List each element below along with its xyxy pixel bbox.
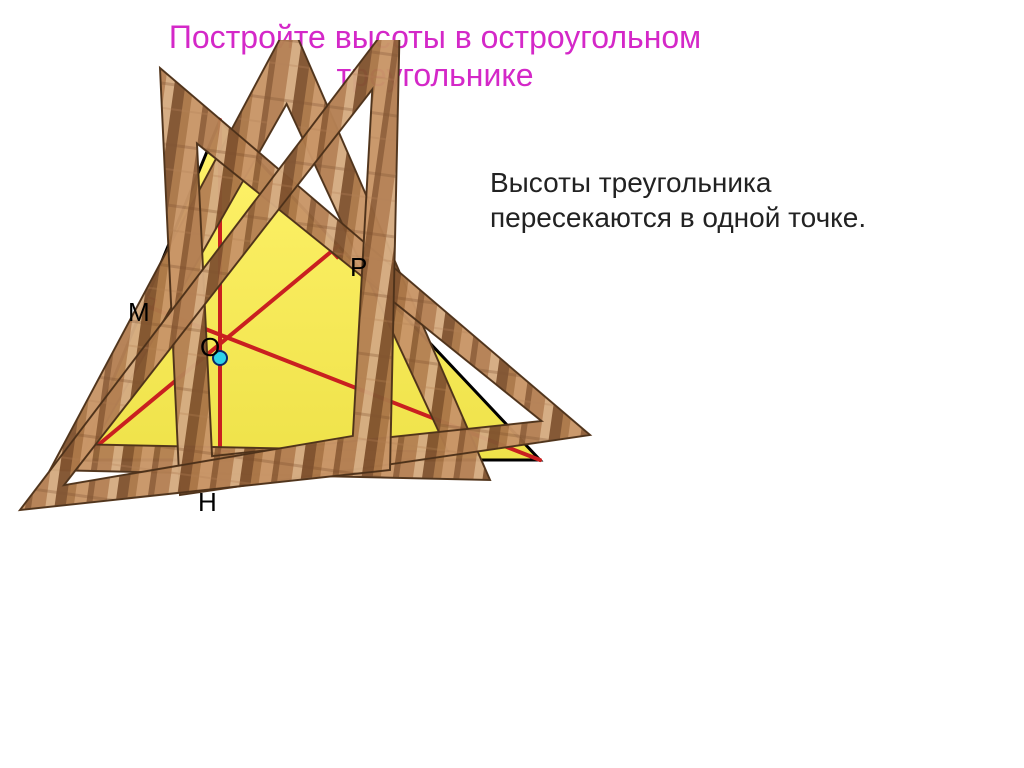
label-m: М — [128, 297, 150, 328]
label-p: Р — [350, 252, 367, 283]
diagram — [10, 40, 630, 560]
label-o: О — [200, 332, 220, 363]
label-h: Н — [198, 487, 217, 518]
